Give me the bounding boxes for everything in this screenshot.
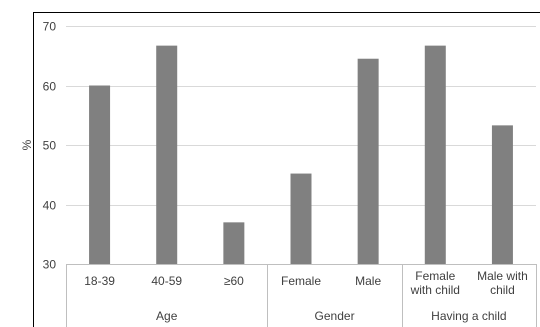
category-label: Female <box>281 274 321 288</box>
bar <box>424 45 446 265</box>
y-axis-label: % <box>20 139 34 150</box>
group-label: Having a child <box>431 309 506 323</box>
category-label: Male <box>355 274 381 288</box>
y-tick-label: 70 <box>43 20 57 34</box>
bar <box>89 85 111 264</box>
category-labels: 18-39 40-59 ≥60 Female Male Female with child M… <box>84 269 528 297</box>
group-labels: Age Gender Having a child <box>156 309 507 323</box>
category-label: ≥60 <box>224 274 244 288</box>
y-tick-labels: 30 40 50 60 70 <box>43 20 57 272</box>
category-label: Male with child <box>477 269 528 297</box>
group-label: Gender <box>315 309 355 323</box>
y-tick-label: 50 <box>43 139 57 153</box>
y-tick-label: 40 <box>43 199 57 213</box>
group-label: Age <box>156 309 178 323</box>
bar <box>491 125 513 265</box>
category-label: Female with child <box>410 269 460 297</box>
bar <box>223 222 245 264</box>
y-tick-label: 60 <box>43 80 57 94</box>
bars <box>89 45 513 265</box>
y-tick-label: 30 <box>43 258 57 272</box>
bar <box>357 58 379 264</box>
bar <box>290 173 312 264</box>
bar <box>156 45 178 265</box>
category-label: 40-59 <box>151 274 182 288</box>
axes <box>66 264 537 327</box>
category-label: 18-39 <box>84 274 115 288</box>
